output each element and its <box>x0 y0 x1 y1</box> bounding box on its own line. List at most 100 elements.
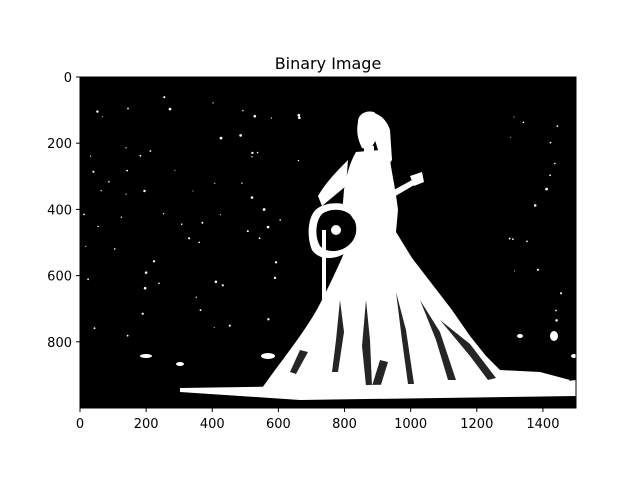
speckle <box>242 109 244 112</box>
stars <box>83 96 563 337</box>
speckle <box>96 110 99 113</box>
speckle <box>549 141 552 144</box>
speckle <box>219 214 221 216</box>
speckle <box>139 154 142 157</box>
speckle <box>526 240 528 243</box>
speckle <box>163 96 166 99</box>
speckle <box>168 107 172 111</box>
speckle <box>274 261 278 264</box>
speckle <box>510 136 512 138</box>
axes-frame <box>79 76 577 409</box>
speckle <box>126 169 128 172</box>
speckle <box>101 116 103 118</box>
speckle <box>297 113 301 117</box>
speckle <box>251 156 253 158</box>
speckle <box>120 216 123 218</box>
speckle <box>522 121 525 124</box>
x-tick-label: 1400 <box>526 417 559 432</box>
guitar-neck <box>350 180 416 220</box>
speckle <box>199 309 202 312</box>
x-tick-label: 1000 <box>394 417 427 432</box>
speckle <box>141 312 144 315</box>
speckle <box>162 213 165 215</box>
speckle <box>127 107 129 110</box>
speckle <box>85 245 87 247</box>
speckle <box>174 169 176 171</box>
speckle <box>555 319 558 322</box>
speckle <box>143 286 147 290</box>
speckle <box>152 260 156 263</box>
speckle <box>92 170 95 173</box>
y-tick-label: 200 <box>47 137 72 152</box>
y-tick-label: 0 <box>64 71 72 86</box>
speckle <box>149 150 152 152</box>
speckle <box>251 151 254 155</box>
speckle <box>549 174 551 177</box>
gown-texture <box>290 292 496 388</box>
speckle <box>559 292 563 295</box>
speckle <box>125 147 127 149</box>
speckle <box>180 223 183 225</box>
x-tick-label: 200 <box>134 417 159 432</box>
speckle <box>514 270 516 272</box>
speckle <box>241 182 243 184</box>
stage-floor <box>140 331 577 400</box>
speckle <box>93 327 96 330</box>
left-arm <box>318 160 348 206</box>
speckle <box>270 117 273 119</box>
speckle <box>555 309 557 312</box>
speckle <box>253 114 257 118</box>
speckle <box>246 230 249 233</box>
x-tick-label: 1200 <box>460 417 493 432</box>
neck <box>364 146 374 156</box>
speckle <box>221 284 224 287</box>
speckle <box>125 193 127 195</box>
y-tick-label: 600 <box>47 270 72 285</box>
speckle <box>201 221 204 224</box>
speckle <box>144 271 148 274</box>
speckle <box>239 134 242 137</box>
speckle <box>212 102 214 104</box>
speckle <box>213 326 215 329</box>
speckle <box>143 189 146 193</box>
speckle <box>214 280 218 284</box>
x-tick-label: 600 <box>266 417 291 432</box>
x-tick-label: 400 <box>200 417 225 432</box>
y-axis: 0 200 400 600 800 <box>47 71 80 351</box>
speckle <box>198 241 201 244</box>
speckle <box>513 116 515 118</box>
speckle <box>536 268 540 271</box>
speckle <box>83 213 86 216</box>
chart-title: Binary Image <box>275 54 382 73</box>
speckle <box>192 190 194 192</box>
speckle <box>556 125 559 127</box>
head <box>357 111 379 150</box>
speckle <box>553 162 556 165</box>
y-tick-label: 400 <box>47 203 72 218</box>
speckle <box>533 204 537 207</box>
speckle <box>297 159 300 162</box>
speckle <box>267 318 270 321</box>
speckle <box>100 190 102 192</box>
speckle <box>188 237 191 240</box>
guitar-headstock <box>410 172 424 186</box>
speckle <box>273 276 277 280</box>
x-tick-label: 0 <box>76 417 84 432</box>
speckle <box>219 136 223 140</box>
speckle <box>298 116 301 120</box>
speckle <box>512 238 514 240</box>
mic-stand <box>322 230 326 388</box>
x-axis: 0 200 400 600 800 1000 1200 1400 <box>76 408 559 432</box>
performer-figure <box>262 111 570 392</box>
speckle <box>262 208 266 211</box>
speckle <box>195 296 197 298</box>
guitar-soundhole <box>331 225 341 235</box>
speckle <box>258 237 261 240</box>
speckle <box>108 180 110 183</box>
speckle <box>266 225 270 229</box>
speckle <box>250 196 254 199</box>
binary-image <box>80 77 577 408</box>
y-tick-label: 800 <box>47 336 72 351</box>
speckle <box>228 324 231 327</box>
